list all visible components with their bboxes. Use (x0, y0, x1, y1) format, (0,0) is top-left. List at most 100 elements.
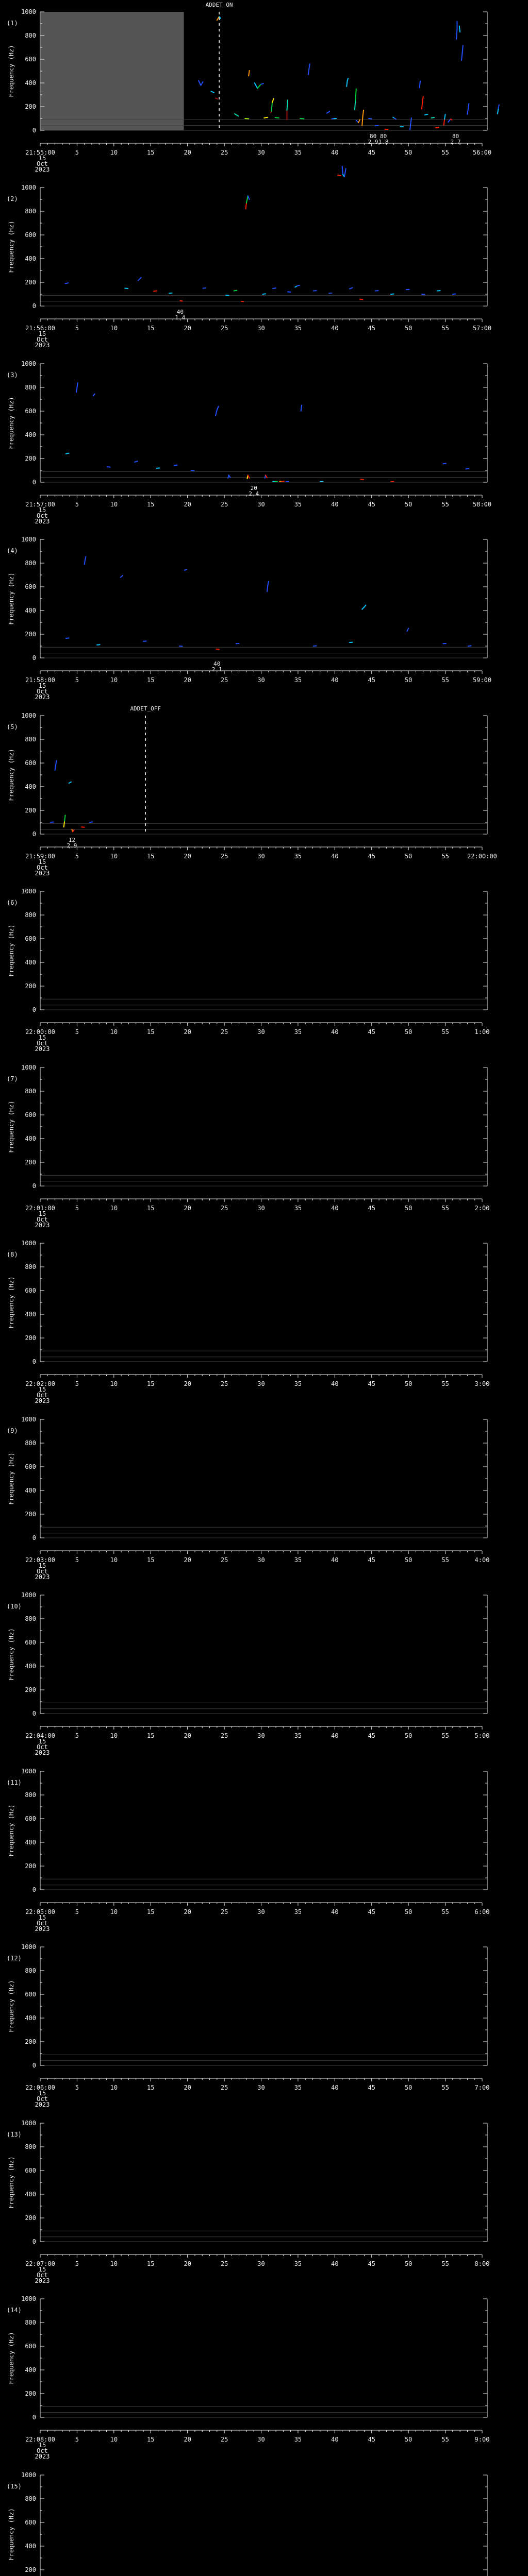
time-tick-label: 15 (147, 853, 154, 860)
panel-number-label: (3) (7, 371, 18, 379)
detection-trace (358, 119, 360, 124)
detection-trace (456, 29, 458, 40)
time-tick-label: 15 (147, 149, 154, 156)
time-tick-label: 35 (294, 1556, 302, 1564)
date-label: Oct (37, 864, 48, 871)
spectrogram-panel-13: 0 200 400 600 800 1000 Frequency (Hz) (13) 5 10 15… (7, 2120, 489, 2284)
y-tick-label: 800 (25, 560, 36, 567)
time-tick-label: 45 (368, 325, 375, 332)
time-tick-label: 50 (405, 325, 412, 332)
time-tick-label: 10 (110, 853, 118, 860)
time-tick-label: 20 (184, 1380, 191, 1387)
y-tick-label: 0 (32, 831, 36, 838)
y-tick-label: 400 (25, 2543, 36, 2550)
time-tick-label: 15 (147, 1380, 154, 1387)
y-tick-label: 0 (32, 479, 36, 486)
y-tick-label: 1000 (21, 2295, 36, 2302)
y-tick-label: 400 (25, 959, 36, 966)
time-tick-label: 5 (75, 501, 79, 508)
time-start-label: 21:56:00 (25, 325, 55, 332)
y-tick-label: 1000 (21, 1416, 36, 1423)
y-tick-label: 0 (32, 2238, 36, 2245)
time-tick-label: 25 (221, 2084, 228, 2091)
y-tick-label: 0 (32, 654, 36, 662)
time-tick-label: 5 (75, 2084, 79, 2091)
time-tick-label: 10 (110, 2436, 118, 2443)
time-end-label: 5:00 (475, 1732, 490, 1739)
date-label: Oct (37, 2272, 48, 2279)
y-tick-label: 600 (25, 408, 36, 415)
y-tick-label: 1000 (21, 1240, 36, 1247)
y-tick-label: 1000 (21, 1064, 36, 1071)
time-tick-label: 15 (147, 2436, 154, 2443)
y-tick-label: 0 (32, 1006, 36, 1013)
panel-number-label: (12) (7, 1955, 22, 1962)
date-label: 2023 (35, 2101, 50, 2108)
annotation-value-top: 80 (380, 133, 387, 140)
y-tick-label: 600 (25, 2343, 36, 2350)
y-tick-label: 800 (25, 2495, 36, 2502)
y-axis-title: Frequency (Hz) (8, 1628, 15, 1680)
time-end-label: 3:00 (475, 1380, 490, 1387)
time-tick-label: 20 (184, 853, 191, 860)
detection-trace (346, 80, 348, 87)
time-tick-label: 30 (257, 1028, 265, 1036)
annotation-value-bottom: 1.8 (378, 139, 389, 145)
date-label: Oct (37, 688, 48, 695)
time-tick-label: 45 (368, 501, 375, 508)
y-tick-label: 400 (25, 79, 36, 87)
detection-trace (265, 474, 268, 479)
time-tick-label: 30 (257, 2436, 265, 2443)
time-tick-label: 10 (110, 1028, 118, 1036)
y-tick-label: 200 (25, 1334, 36, 1342)
detection-trace (271, 98, 274, 103)
time-tick-label: 5 (75, 1028, 79, 1036)
time-tick-label: 35 (294, 501, 302, 508)
time-tick-label: 15 (147, 1556, 154, 1564)
time-tick-label: 25 (221, 1732, 228, 1739)
panel-number-label: (13) (7, 2131, 22, 2138)
y-axis-title: Frequency (Hz) (8, 2508, 15, 2560)
time-tick-label: 40 (331, 2084, 338, 2091)
detection-trace (245, 195, 249, 204)
time-tick-label: 35 (294, 149, 302, 156)
detection-trace (214, 409, 218, 417)
date-label: Oct (37, 1743, 48, 1751)
time-tick-label: 25 (221, 501, 228, 508)
time-tick-label: 50 (405, 1028, 412, 1036)
y-tick-label: 400 (25, 2366, 36, 2374)
time-tick-label: 20 (184, 149, 191, 156)
time-tick-label: 25 (221, 853, 228, 860)
y-tick-label: 1000 (21, 184, 36, 191)
detection-trace (198, 80, 202, 86)
date-label: Oct (37, 2447, 48, 2454)
time-tick-label: 45 (368, 676, 375, 684)
y-tick-label: 200 (25, 1862, 36, 1870)
detection-trace (219, 16, 221, 19)
time-tick-label: 10 (110, 149, 118, 156)
y-tick-label: 200 (25, 982, 36, 990)
annotation-value-top: 40 (213, 660, 220, 667)
time-tick-label: 10 (110, 501, 118, 508)
time-tick-label: 40 (331, 2436, 338, 2443)
panel-number-label: (11) (7, 1779, 22, 1786)
detection-trace (435, 127, 439, 128)
time-tick-label: 40 (331, 1556, 338, 1564)
y-axis-title: Frequency (Hz) (8, 221, 15, 273)
time-tick-label: 55 (441, 1908, 449, 1916)
time-tick-label: 50 (405, 853, 412, 860)
detection-trace (272, 287, 277, 289)
time-end-label: 7:00 (475, 2084, 490, 2091)
time-tick-label: 55 (441, 1205, 449, 1212)
y-axis-title: Frequency (Hz) (8, 749, 15, 801)
date-label: 15 (39, 2266, 46, 2273)
time-tick-label: 15 (147, 1028, 154, 1036)
time-tick-label: 45 (368, 1380, 375, 1387)
detection-trace (254, 82, 258, 89)
detection-trace (274, 117, 279, 118)
y-tick-label: 800 (25, 1439, 36, 1447)
time-tick-label: 55 (441, 2084, 449, 2091)
detection-trace (424, 113, 428, 116)
